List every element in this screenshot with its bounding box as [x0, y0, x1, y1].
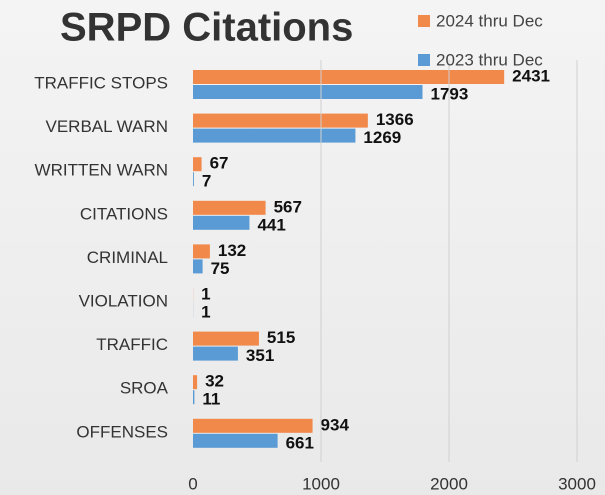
data-label: 934 [321, 415, 350, 434]
legend-swatch [418, 54, 430, 66]
data-label: 2431 [512, 66, 550, 85]
data-label: 132 [218, 241, 246, 260]
data-label: 441 [257, 215, 285, 234]
x-tick-label: 2000 [430, 474, 468, 493]
legend-swatch [418, 15, 430, 27]
bar [193, 390, 195, 405]
x-tick-label: 1000 [302, 474, 340, 493]
data-label: 67 [210, 154, 229, 173]
data-label: 75 [211, 259, 230, 278]
bar [193, 244, 210, 259]
y-tick-label: TRAFFIC STOPS [34, 73, 168, 92]
y-tick-label: OFFENSES [76, 422, 168, 441]
bar [193, 331, 259, 346]
bar [193, 200, 266, 215]
y-tick-label: TRAFFIC [96, 335, 168, 354]
y-tick-label: VIOLATION [79, 291, 168, 310]
data-label: 32 [205, 372, 224, 391]
bar [193, 113, 368, 128]
bar [193, 157, 202, 172]
bar [193, 172, 194, 187]
y-tick-label: CITATIONS [80, 204, 168, 223]
y-tick-label: VERBAL WARN [46, 117, 169, 136]
legend-label: 2024 thru Dec [436, 11, 543, 30]
data-label: 11 [202, 390, 220, 409]
data-label: 351 [246, 346, 274, 365]
y-tick-label: WRITTEN WARN [35, 161, 168, 180]
legend-label: 2023 thru Dec [436, 50, 543, 69]
bar [193, 375, 198, 390]
data-label: 1 [201, 284, 210, 303]
bar [193, 418, 313, 433]
data-label: 1269 [363, 128, 401, 147]
chart-title: SRPD Citations [60, 6, 353, 50]
x-tick-label: 3000 [558, 474, 596, 493]
bar [193, 433, 278, 448]
bar [193, 85, 423, 99]
data-label: 7 [202, 172, 211, 191]
data-label: 661 [286, 433, 314, 452]
y-tick-label: SROA [120, 379, 169, 398]
data-label: 515 [267, 328, 295, 347]
x-tick-label: 0 [188, 474, 197, 493]
data-label: 1366 [376, 110, 414, 129]
bar [193, 259, 203, 274]
data-label: 1 [201, 302, 210, 321]
bar [193, 70, 505, 84]
bar [193, 346, 238, 361]
data-label: 567 [274, 197, 302, 216]
bar [193, 215, 250, 230]
legend: 2024 thru Dec 2023 thru Dec [418, 11, 543, 69]
bar [193, 128, 356, 143]
y-tick-label: CRIMINAL [87, 248, 168, 267]
